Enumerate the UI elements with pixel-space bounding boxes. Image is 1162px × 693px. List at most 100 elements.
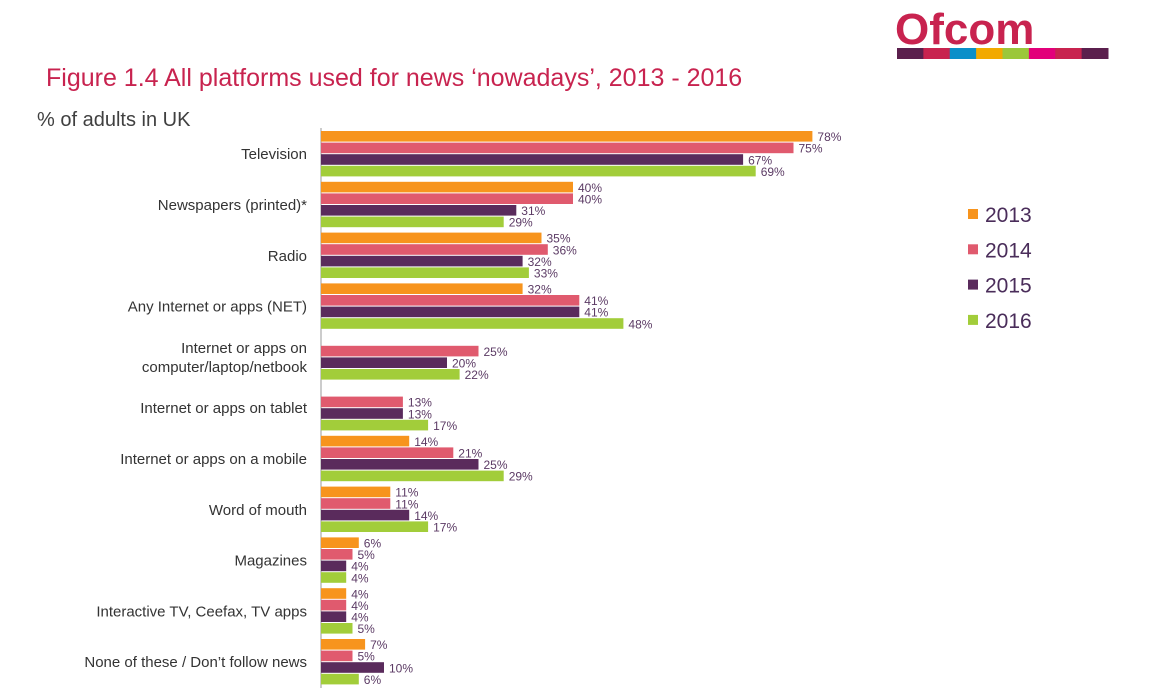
logo-stripe-segment [1055,48,1083,59]
category-label-line: Interactive TV, Ceefax, TV apps [96,603,307,620]
bar-2015 [321,459,479,470]
bar-2016 [321,369,460,380]
value-label: 36% [553,243,577,257]
bar-2015 [321,560,347,572]
category-label-line: Radio [268,248,307,265]
category-label-line: computer/laptop/netbook [142,359,308,376]
category-label: Television [241,146,307,163]
bar-2016 [321,673,359,685]
bar-2015 [321,255,523,267]
bar-2013 [321,283,523,294]
logo-stripe-segment [1002,48,1030,59]
bar-2014 [321,142,794,154]
legend-swatch-2015 [968,279,978,290]
value-label: 35% [547,232,571,246]
bar-2015 [321,509,410,521]
value-label: 41% [584,294,608,308]
logo-stripe-segment [1081,48,1109,59]
logo-stripe-segment [1028,48,1056,59]
value-label: 41% [584,306,608,320]
value-label: 17% [433,419,457,433]
value-label: 69% [761,165,785,179]
bar-2015 [321,357,447,368]
legend-label-2015: 2015 [985,275,1032,298]
value-label: 4% [351,611,369,625]
bar-2013 [321,131,813,142]
bar-2014 [321,650,353,662]
bars [321,131,813,685]
value-label: 40% [578,193,602,207]
category-label: Word of mouth [209,502,307,519]
category-label-line: Television [241,146,307,163]
value-label: 11% [395,497,418,511]
logo-stripe-segment [897,48,924,59]
value-label: 29% [509,470,533,484]
legend-label-2014: 2014 [985,239,1032,262]
value-label: 7% [370,638,388,652]
bar-2013 [321,486,391,498]
logo-stripe-segment [923,48,951,59]
bar-2014 [321,549,353,560]
value-label: 20% [452,357,476,371]
bar-2014 [321,193,573,204]
value-label: 75% [799,142,823,156]
value-label: 29% [509,216,533,230]
bar-2016 [321,267,529,278]
value-label: 4% [351,599,369,613]
category-label: None of these / Don’t follow news [84,654,307,671]
bar-2016 [321,419,429,431]
category-label: Radio [268,248,307,265]
value-label: 13% [408,396,432,410]
bar-2016 [321,318,624,329]
value-label: 33% [534,267,558,281]
value-label: 6% [364,537,382,551]
category-label: Newspapers (printed)* [158,197,307,214]
bar-2015 [321,408,403,419]
value-label: 6% [364,673,382,687]
chart-subtitle: % of adults in UK [37,109,191,131]
value-label: 5% [358,548,376,562]
value-label: 31% [521,204,545,218]
value-label: 4% [351,560,369,574]
bar-2016 [321,623,353,634]
legend-label-2016: 2016 [985,310,1032,333]
value-labels: 78%75%67%69%40%40%31%29%35%36%32%33%32%4… [351,130,842,687]
legend: 2013 2014 2015 2016 [968,204,1032,333]
bar-2014 [321,447,454,458]
value-label: 25% [484,345,508,359]
category-label: Magazines [234,553,307,570]
bar-2016 [321,165,756,177]
bar-2013 [321,232,542,244]
bar-2015 [321,306,580,318]
value-label: 11% [395,486,418,500]
bar-2014 [321,244,548,255]
bar-2016 [321,216,504,228]
bar-2014 [321,345,479,357]
category-label: Interactive TV, Ceefax, TV apps [96,603,307,620]
bar-2015 [321,154,744,165]
value-label: 14% [414,509,438,523]
bar-2014 [321,295,580,306]
bar-2014 [321,599,347,611]
category-label: Any Internet or apps (NET) [128,299,307,316]
category-label-line: Magazines [234,553,307,570]
bar-2015 [321,205,517,216]
value-label: 48% [628,317,652,331]
value-label: 4% [351,587,369,601]
value-label: 67% [748,153,772,167]
category-label-line: Any Internet or apps (NET) [128,299,307,316]
chart-title: Figure 1.4 All platforms used for news ‘… [46,64,742,92]
value-label: 40% [578,181,602,195]
value-label: 21% [458,447,482,461]
value-label: 4% [351,571,369,585]
value-label: 78% [817,130,841,144]
category-label-line: Internet or apps on tablet [140,400,308,417]
value-label: 32% [528,255,552,269]
logo-text: Ofcom [895,5,1034,54]
logo-stripe-segment [976,48,1003,59]
value-label: 17% [433,521,457,535]
logo-stripe-segment [949,48,977,59]
value-label: 32% [528,283,552,297]
bar-2013 [321,588,347,599]
category-label: Internet or apps on computer/laptop/netbo… [142,340,308,376]
